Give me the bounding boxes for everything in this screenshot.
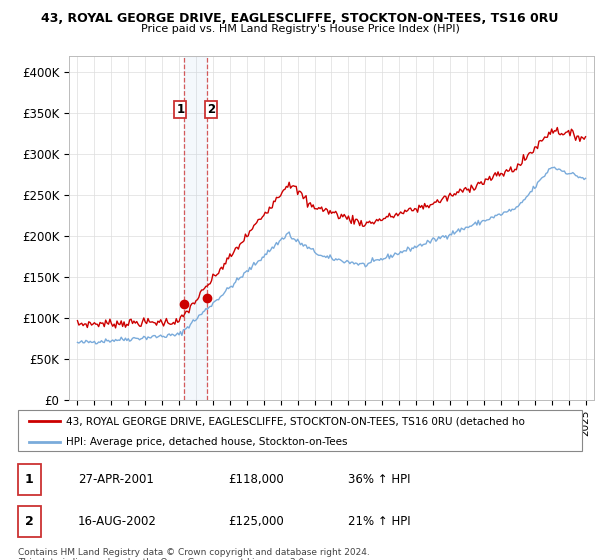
Text: Price paid vs. HM Land Registry's House Price Index (HPI): Price paid vs. HM Land Registry's House … xyxy=(140,24,460,34)
Text: 16-AUG-2002: 16-AUG-2002 xyxy=(78,515,157,528)
Text: HPI: Average price, detached house, Stockton-on-Tees: HPI: Average price, detached house, Stoc… xyxy=(66,437,347,447)
Text: 43, ROYAL GEORGE DRIVE, EAGLESCLIFFE, STOCKTON-ON-TEES, TS16 0RU: 43, ROYAL GEORGE DRIVE, EAGLESCLIFFE, ST… xyxy=(41,12,559,25)
Text: 36% ↑ HPI: 36% ↑ HPI xyxy=(348,473,410,486)
Text: 2: 2 xyxy=(25,515,34,528)
Text: 21% ↑ HPI: 21% ↑ HPI xyxy=(348,515,410,528)
Text: 43, ROYAL GEORGE DRIVE, EAGLESCLIFFE, STOCKTON-ON-TEES, TS16 0RU (detached ho: 43, ROYAL GEORGE DRIVE, EAGLESCLIFFE, ST… xyxy=(66,417,525,426)
Text: 27-APR-2001: 27-APR-2001 xyxy=(78,473,154,486)
Text: £125,000: £125,000 xyxy=(228,515,284,528)
Text: 2: 2 xyxy=(206,103,215,116)
Text: 1: 1 xyxy=(176,103,184,116)
Text: 1: 1 xyxy=(25,473,34,486)
Text: Contains HM Land Registry data © Crown copyright and database right 2024.
This d: Contains HM Land Registry data © Crown c… xyxy=(18,548,370,560)
Bar xyxy=(184,56,206,400)
Text: £118,000: £118,000 xyxy=(228,473,284,486)
FancyBboxPatch shape xyxy=(18,410,582,451)
